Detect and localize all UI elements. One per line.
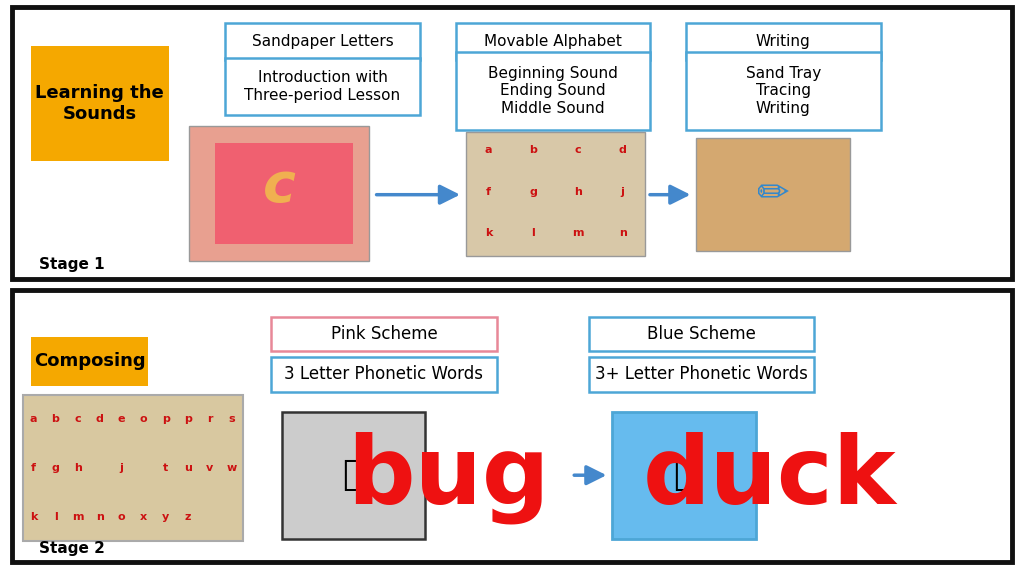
Text: Composing: Composing <box>34 353 145 370</box>
Text: k: k <box>484 228 492 238</box>
Text: o: o <box>118 512 125 522</box>
Text: u: u <box>183 463 191 473</box>
Text: s: s <box>228 414 234 424</box>
Text: o: o <box>140 414 147 424</box>
Text: 3+ Letter Phonetic Words: 3+ Letter Phonetic Words <box>595 365 808 384</box>
FancyBboxPatch shape <box>225 58 420 115</box>
Text: p: p <box>183 414 191 424</box>
Text: Learning the
Sounds: Learning the Sounds <box>36 84 164 123</box>
Text: 3 Letter Phonetic Words: 3 Letter Phonetic Words <box>285 365 483 384</box>
Text: g: g <box>51 463 59 473</box>
Text: a: a <box>30 414 37 424</box>
Text: w: w <box>226 463 237 473</box>
Text: j: j <box>120 463 124 473</box>
Text: h: h <box>574 187 582 196</box>
FancyBboxPatch shape <box>189 126 369 261</box>
Text: Pink Scheme: Pink Scheme <box>331 325 437 343</box>
FancyBboxPatch shape <box>589 317 814 351</box>
Text: g: g <box>529 187 537 196</box>
Text: Movable Alphabet: Movable Alphabet <box>484 34 622 50</box>
FancyBboxPatch shape <box>696 138 850 251</box>
FancyBboxPatch shape <box>31 46 169 161</box>
Text: z: z <box>184 512 190 522</box>
Text: n: n <box>618 228 627 238</box>
FancyBboxPatch shape <box>282 412 425 539</box>
Text: h: h <box>74 463 82 473</box>
Text: f: f <box>485 187 490 196</box>
Text: Sandpaper Letters: Sandpaper Letters <box>252 34 393 50</box>
FancyBboxPatch shape <box>589 357 814 392</box>
Text: c: c <box>574 145 582 156</box>
Text: Writing: Writing <box>756 34 811 50</box>
Text: ✏: ✏ <box>757 176 790 213</box>
FancyBboxPatch shape <box>271 357 497 392</box>
Text: e: e <box>118 414 125 424</box>
FancyBboxPatch shape <box>612 412 756 539</box>
Text: Sand Tray
Tracing
Writing: Sand Tray Tracing Writing <box>745 66 821 116</box>
Text: Stage 1: Stage 1 <box>39 257 104 272</box>
Text: m: m <box>72 512 83 522</box>
Text: y: y <box>162 512 169 522</box>
Text: b: b <box>529 145 537 156</box>
Text: Introduction with
Three-period Lesson: Introduction with Three-period Lesson <box>245 70 400 103</box>
Text: bug: bug <box>347 432 550 524</box>
Text: n: n <box>95 512 103 522</box>
FancyBboxPatch shape <box>31 337 148 386</box>
Text: f: f <box>31 463 36 473</box>
FancyBboxPatch shape <box>215 143 353 244</box>
Text: j: j <box>621 187 625 196</box>
FancyBboxPatch shape <box>686 23 881 60</box>
Text: d: d <box>618 145 627 156</box>
FancyBboxPatch shape <box>12 290 1012 562</box>
Text: Blue Scheme: Blue Scheme <box>647 325 756 343</box>
Text: c: c <box>262 161 296 214</box>
Text: duck: duck <box>643 432 897 524</box>
Text: Stage 2: Stage 2 <box>39 541 104 556</box>
Text: b: b <box>51 414 59 424</box>
FancyBboxPatch shape <box>456 52 650 130</box>
Text: 🪲: 🪲 <box>342 458 365 492</box>
Text: v: v <box>206 463 213 473</box>
Text: 🦆: 🦆 <box>673 458 695 492</box>
FancyBboxPatch shape <box>686 52 881 130</box>
Text: p: p <box>162 414 170 424</box>
Text: r: r <box>207 414 212 424</box>
Text: l: l <box>53 512 57 522</box>
Text: t: t <box>163 463 168 473</box>
Text: d: d <box>95 414 103 424</box>
Text: a: a <box>484 145 493 156</box>
FancyBboxPatch shape <box>12 7 1012 279</box>
Text: x: x <box>140 512 147 522</box>
Text: k: k <box>30 512 37 522</box>
Text: l: l <box>531 228 535 238</box>
FancyBboxPatch shape <box>466 132 645 256</box>
Text: Beginning Sound
Ending Sound
Middle Sound: Beginning Sound Ending Sound Middle Soun… <box>488 66 617 116</box>
FancyBboxPatch shape <box>271 317 497 351</box>
FancyBboxPatch shape <box>225 23 420 60</box>
Text: c: c <box>75 414 81 424</box>
FancyBboxPatch shape <box>23 395 243 541</box>
FancyBboxPatch shape <box>456 23 650 60</box>
Text: m: m <box>572 228 584 238</box>
